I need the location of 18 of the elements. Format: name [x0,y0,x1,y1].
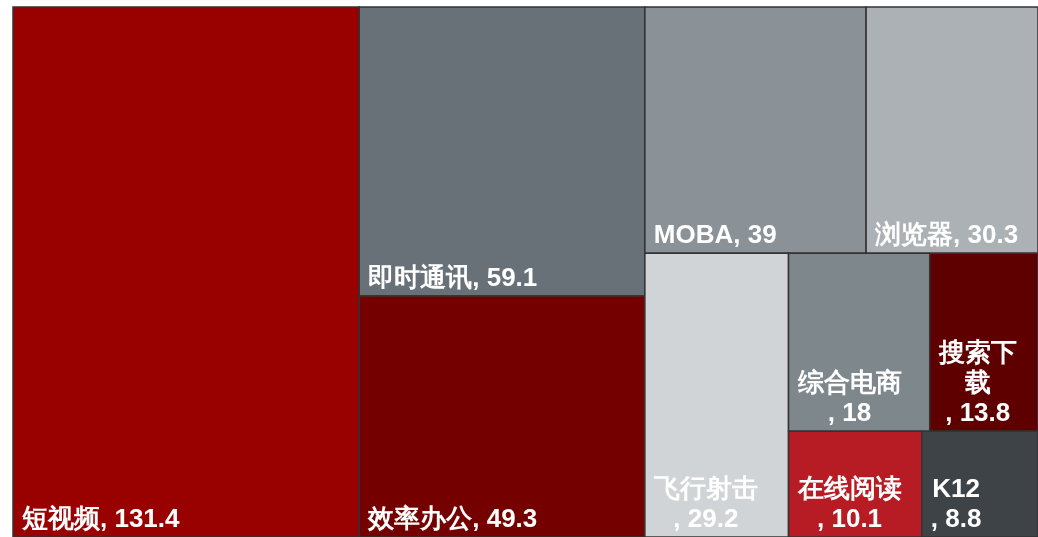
category-label: 效率办公 [367,503,474,533]
data-label: , 18 [827,397,872,428]
category-label: K12 [932,473,980,503]
category-label: 浏览器 [874,219,954,250]
category-label: MOBA [653,219,734,250]
data-label: , 39 [733,219,777,250]
category-label: 搜索下载 [937,337,1017,398]
data-label: , 59.1 [472,261,538,292]
data-label: , 13.8 [945,397,1011,428]
data-label: , 131.4 [100,503,181,533]
category-label: 即时通讯 [368,261,473,292]
data-label: , 30.3 [953,219,1019,250]
data-label: , 8.8 [930,503,982,533]
data-label: , 10.1 [817,503,883,533]
category-label: 在线阅读 [796,473,902,503]
category-label: 综合电商 [796,367,902,398]
data-label: , 49.3 [472,503,538,533]
category-label: 短视频 [21,503,101,533]
